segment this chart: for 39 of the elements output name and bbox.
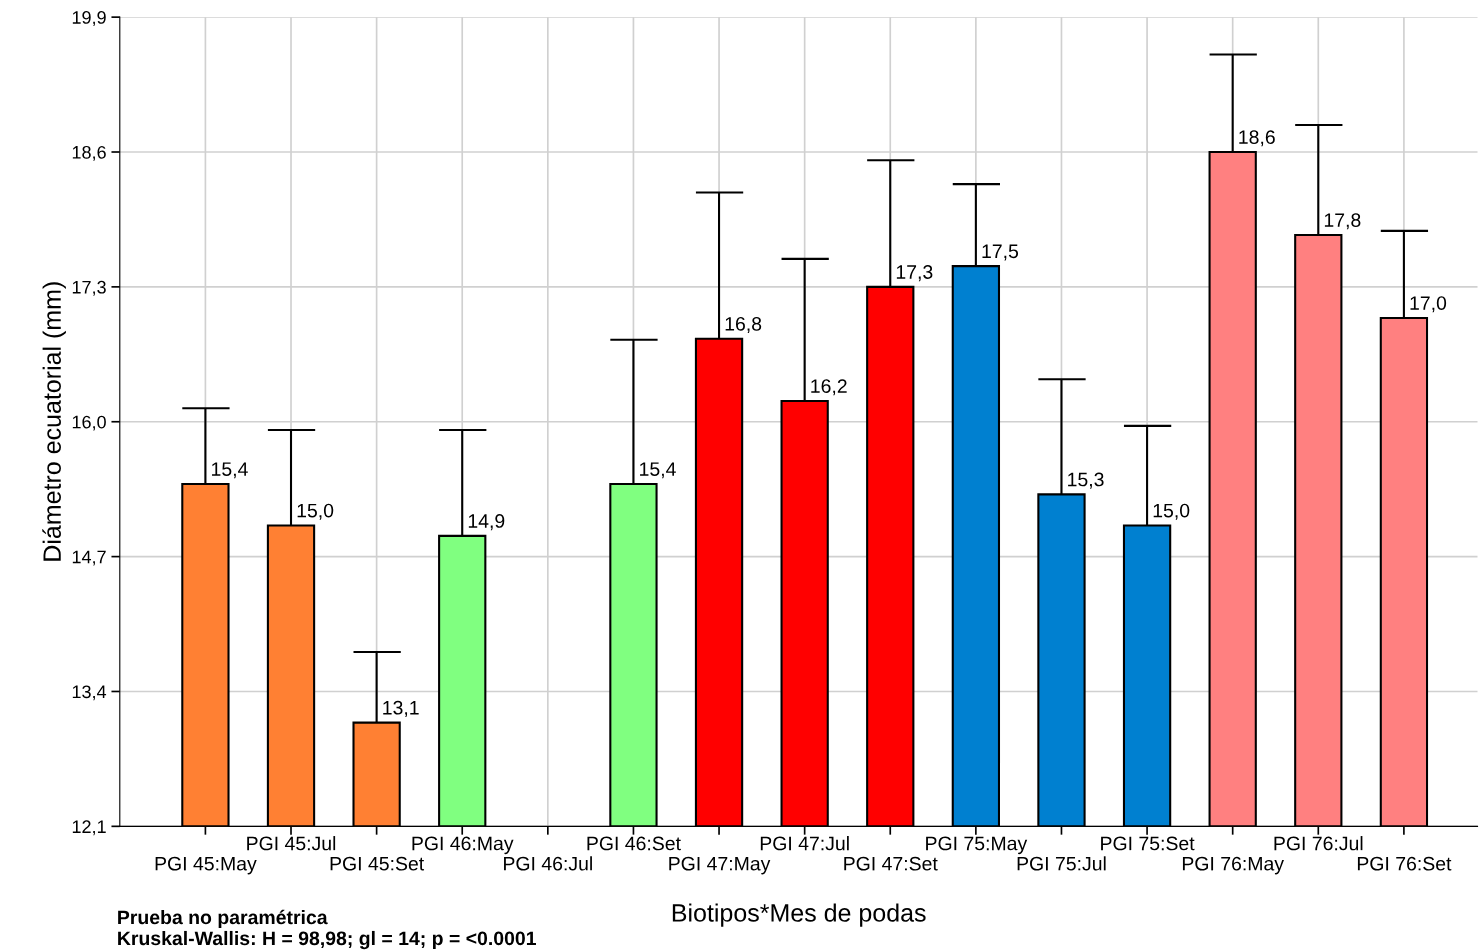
- x-tick-label: PGI 47:Set: [844, 856, 938, 871]
- x-tick-label: PGI 75:May: [926, 836, 1028, 855]
- x-tick-label: PGI 45:May: [155, 856, 257, 875]
- x-axis-title: Biotipos*Mes de podas: [672, 903, 926, 927]
- data-label: 15,0: [1153, 503, 1190, 520]
- x-tick-label: PGI 76:Jul: [1274, 836, 1363, 851]
- data-label: 16,8: [725, 316, 762, 334]
- x-tick-label: PGI 46:May: [412, 836, 514, 855]
- x-tick-label: PGI 76:May: [1182, 856, 1284, 875]
- data-label: 14,9: [468, 514, 505, 531]
- x-tick-label: PGI 75:Set: [1101, 836, 1195, 851]
- x-tick-label: PGI 76:Set: [1357, 856, 1452, 871]
- y-tick-label: 18,6: [72, 145, 106, 161]
- y-tick-label: 12,1: [72, 820, 106, 836]
- data-label: 17,5: [982, 244, 1019, 261]
- x-tick-label: PGI 45:Jul: [247, 836, 336, 851]
- data-label: 18,6: [1239, 130, 1275, 147]
- data-label: 13,1: [383, 700, 419, 717]
- y-tick-label: 14,7: [72, 550, 106, 566]
- data-label: 16,2: [811, 379, 847, 396]
- x-tick-label: PGI 46:Set: [587, 836, 681, 851]
- data-label: 15,3: [1068, 472, 1104, 489]
- x-tick-label: PGI 46:Jul: [504, 856, 592, 871]
- x-tick-label: PGI 45:Set: [330, 856, 425, 871]
- data-label: 17,8: [1324, 213, 1361, 230]
- data-label: 15,4: [212, 462, 248, 479]
- text: Prueba no paramétrica Kruskal-Wallis: H = 98,98; gl = 14; p = <0.0001: [118, 909, 536, 950]
- data-label: 15,4: [640, 462, 676, 479]
- x-tick-label: PGI 47:May: [669, 856, 771, 875]
- data-label: 15,0: [297, 503, 334, 520]
- x-tick-label: PGI 47:Jul: [760, 836, 849, 851]
- y-tick-label: 13,4: [72, 685, 107, 701]
- y-tick-label: 19,9: [72, 11, 106, 26]
- y-axis-title: Diámetro ecuatorial (mm): [42, 282, 66, 561]
- y-tick-label: 17,3: [72, 280, 106, 296]
- data-label: 17,3: [896, 265, 933, 282]
- x-tick-label: PGI 75:Jul: [1017, 856, 1106, 871]
- data-label: 17,0: [1410, 296, 1447, 313]
- y-tick-label: 16,0: [72, 415, 106, 431]
